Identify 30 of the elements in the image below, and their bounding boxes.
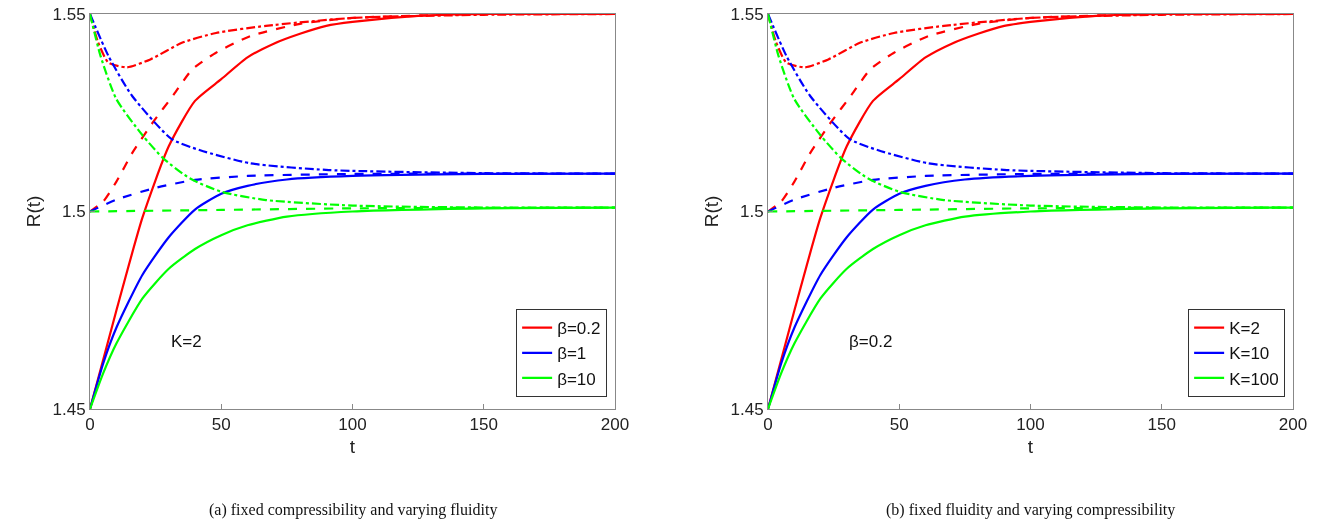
x-tick-label: 50 [211, 415, 231, 435]
y-tick-label: 1.55 [52, 4, 86, 24]
y-axis-title: R(t) [23, 195, 45, 228]
legend-label: K=2 [1229, 319, 1260, 339]
x-tick-label: 150 [1147, 415, 1176, 435]
x-tick-label: 50 [889, 415, 909, 435]
x-tick-label: 100 [1016, 415, 1045, 435]
text: (b) fixed fluidity and varying compressibility [886, 501, 1176, 519]
x-tick-label: 200 [600, 415, 630, 435]
legend-label: β=0.2 [557, 319, 601, 339]
annotation: β=0.2 [849, 332, 893, 351]
y-tick-label: 1.45 [730, 399, 764, 419]
legend-label: β=10 [557, 369, 596, 389]
y-axis-title: R(t) [701, 195, 723, 228]
x-tick-label: 200 [1278, 415, 1308, 435]
y-tick-label: 1.45 [52, 399, 86, 419]
annotation: K=2 [171, 332, 202, 351]
x-tick-label: 100 [338, 415, 367, 435]
x-tick-label: 0 [763, 415, 773, 435]
y-tick-label: 1.5 [61, 202, 86, 222]
y-tick-label: 1.5 [739, 202, 764, 222]
text: (a) fixed compressibility and varying fluidity [209, 501, 498, 519]
y-tick-label: 1.55 [730, 4, 764, 24]
x-axis-title: t [1027, 436, 1034, 458]
legend-label: K=100 [1229, 369, 1279, 389]
x-tick-label: 0 [85, 415, 95, 435]
x-axis-title: t [349, 436, 356, 458]
legend-label: β=1 [557, 344, 587, 364]
legend-label: K=10 [1229, 344, 1270, 364]
x-tick-label: 150 [469, 415, 498, 435]
